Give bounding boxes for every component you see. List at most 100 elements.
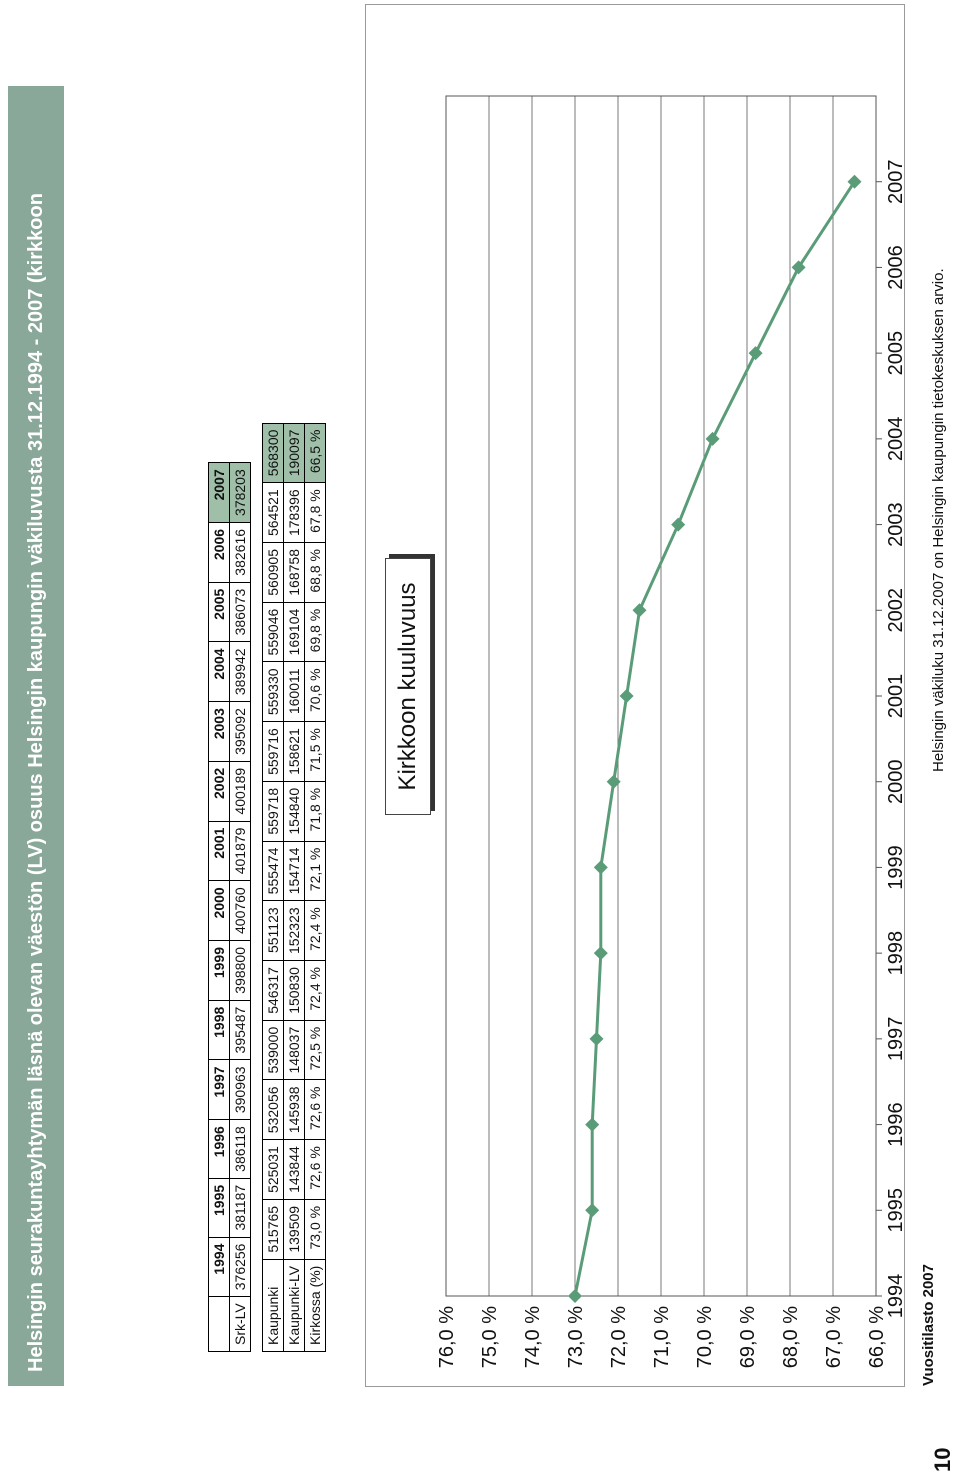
kaupunki-row: Kaupunki 515765 525031 532056 539000 546317 55… (262, 423, 284, 1352)
kaupunki-cell: 532056 (262, 1079, 284, 1140)
y-tick-label: 72,0 % (608, 1306, 630, 1368)
y-tick-label: 71,0 % (651, 1306, 673, 1368)
srk-lv-cell: 400760 (229, 880, 251, 941)
srk-lv-cell: 376256 (229, 1237, 251, 1297)
x-tick-label: 1996 (885, 1102, 904, 1147)
y-tick-label: 70,0 % (694, 1306, 716, 1368)
chart-title: Kirkkoon kuuluvuus (385, 558, 431, 815)
x-tick-label: 1999 (885, 845, 904, 890)
kaupunki-label: Kaupunki (262, 1259, 284, 1352)
srk-lv-cell: 390963 (229, 1059, 251, 1120)
x-tick-label: 2003 (885, 502, 904, 547)
chart-frame: 66,0 % 67,0 % 68,0 % 69,0 % 70,0 % 71,0 % 72,0… (365, 4, 905, 1387)
x-tick-label: 1998 (885, 931, 904, 976)
footer-right: Helsingin väkiluku 31.12.2007 on Helsing… (930, 268, 947, 772)
kirkossa-cell: 71,5 % (304, 721, 326, 782)
page-title: Helsingin seurakuntayhtymän läsnä olevan… (8, 86, 103, 1386)
kirkossa-cell: 73,0 % (304, 1199, 326, 1260)
x-tick-label: 2000 (885, 759, 904, 804)
kirkossa-cell: 72,4 % (304, 960, 326, 1021)
y-tick-label: 75,0 % (479, 1306, 501, 1368)
kaupunki-cell: 539000 (262, 1020, 284, 1080)
kaupunki-cell: 559718 (262, 781, 284, 842)
series-line (573, 180, 856, 1297)
footer-left: Vuositilasto 2007 (920, 1264, 937, 1386)
line-chart: 66,0 % 67,0 % 68,0 % 69,0 % 70,0 % 71,0 % 72,0… (436, 95, 904, 1368)
srk-lv-cell: 389942 (229, 641, 251, 702)
kaupunki-lv-cell: 168758 (283, 542, 305, 603)
year-header-cell: 2006 (208, 522, 230, 583)
y-tick-label: 66,0 % (866, 1306, 888, 1368)
x-tick-label: 2002 (885, 588, 904, 633)
kaupunki-lv-row: Kaupunki-LV 139509 143844 145938 148037 15083… (283, 423, 305, 1352)
x-tick-label: 1997 (885, 1017, 904, 1062)
year-header-cell: 1996 (208, 1119, 230, 1179)
kaupunki-lv-cell: 152323 (283, 900, 305, 961)
data-point (619, 689, 634, 703)
kaupunki-cell: 568300 (262, 423, 284, 483)
srk-lv-cell: 386073 (229, 582, 251, 642)
kaupunki-lv-cell: 145938 (283, 1079, 305, 1140)
y-tick-label: 68,0 % (780, 1306, 802, 1368)
srk-lv-cell: 395487 (229, 1000, 251, 1060)
kirkossa-cell: 72,4 % (304, 900, 326, 961)
year-header-cell: 2007 (208, 462, 230, 523)
kirkossa-cell: 72,6 % (304, 1139, 326, 1200)
x-tick-label: 1995 (885, 1188, 904, 1233)
srk-lv-cell: 401879 (229, 821, 251, 881)
kirkossa-cell: 68,8 % (304, 542, 326, 603)
srk-lv-label: Srk-LV (229, 1296, 251, 1352)
year-header-cell: 2005 (208, 582, 230, 642)
year-header-cell: 1997 (208, 1059, 230, 1120)
kaupunki-cell: 559046 (262, 602, 284, 662)
srk-lv-cell: 395092 (229, 701, 251, 762)
srk-lv-row: Srk-LV 376256 381187 386118 390963 395487 3988… (229, 462, 251, 1352)
year-header-cell: 2002 (208, 761, 230, 822)
data-point (593, 946, 608, 961)
kirkossa-cell: 72,1 % (304, 841, 326, 901)
kaupunki-cell: 551123 (262, 900, 284, 961)
kirkossa-cell: 72,6 % (304, 1079, 326, 1140)
year-header-cell: 2000 (208, 880, 230, 941)
kirkossa-cell: 72,5 % (304, 1020, 326, 1080)
srk-lv-cell: 381187 (229, 1178, 251, 1238)
srk-lv-cell: 398800 (229, 940, 251, 1001)
data-point (847, 174, 862, 189)
year-header-cell: 2003 (208, 701, 230, 762)
data-point (671, 517, 686, 532)
kirkossa-cell: 67,8 % (304, 482, 326, 543)
kirkossa-label: Kirkossa (%) (304, 1259, 326, 1352)
kaupunki-cell: 525031 (262, 1139, 284, 1200)
kirkossa-cell: 69,8 % (304, 602, 326, 662)
year-header-cell: 2004 (208, 641, 230, 702)
x-tick-label: 2006 (885, 245, 904, 290)
kaupunki-lv-cell: 148037 (283, 1020, 305, 1080)
srk-lv-cell: 378203 (229, 462, 251, 523)
kaupunki-cell: 555474 (262, 841, 284, 901)
data-point (568, 1289, 582, 1303)
kirkossa-cell: 66,5 % (304, 423, 326, 483)
kaupunki-lv-cell: 190097 (283, 423, 305, 483)
page-number: 10 (930, 1447, 955, 1472)
kaupunki-cell: 559716 (262, 721, 284, 782)
data-point (593, 860, 608, 875)
kaupunki-lv-cell: 160011 (283, 661, 305, 722)
kaupunki-lv-cell: 178396 (283, 482, 305, 543)
kaupunki-lv-label: Kaupunki-LV (283, 1259, 305, 1352)
srk-lv-cell: 382616 (229, 522, 251, 583)
y-tick-label: 69,0 % (737, 1306, 759, 1368)
kaupunki-lv-cell: 154714 (283, 841, 305, 901)
x-tick-label: 2004 (885, 417, 904, 461)
data-point (585, 1203, 600, 1218)
year-header-cell: 1998 (208, 1000, 230, 1060)
kaupunki-lv-cell: 158621 (283, 721, 305, 782)
year-header-cell: 2001 (208, 821, 230, 881)
y-tick-label: 73,0 % (565, 1306, 587, 1368)
kaupunki-lv-cell: 143844 (283, 1139, 305, 1200)
kaupunki-lv-cell: 154840 (283, 781, 305, 842)
kaupunki-cell: 546317 (262, 960, 284, 1021)
kaupunki-cell: 564521 (262, 482, 284, 543)
kaupunki-cell: 560905 (262, 542, 284, 603)
kaupunki-lv-cell: 139509 (283, 1199, 305, 1260)
